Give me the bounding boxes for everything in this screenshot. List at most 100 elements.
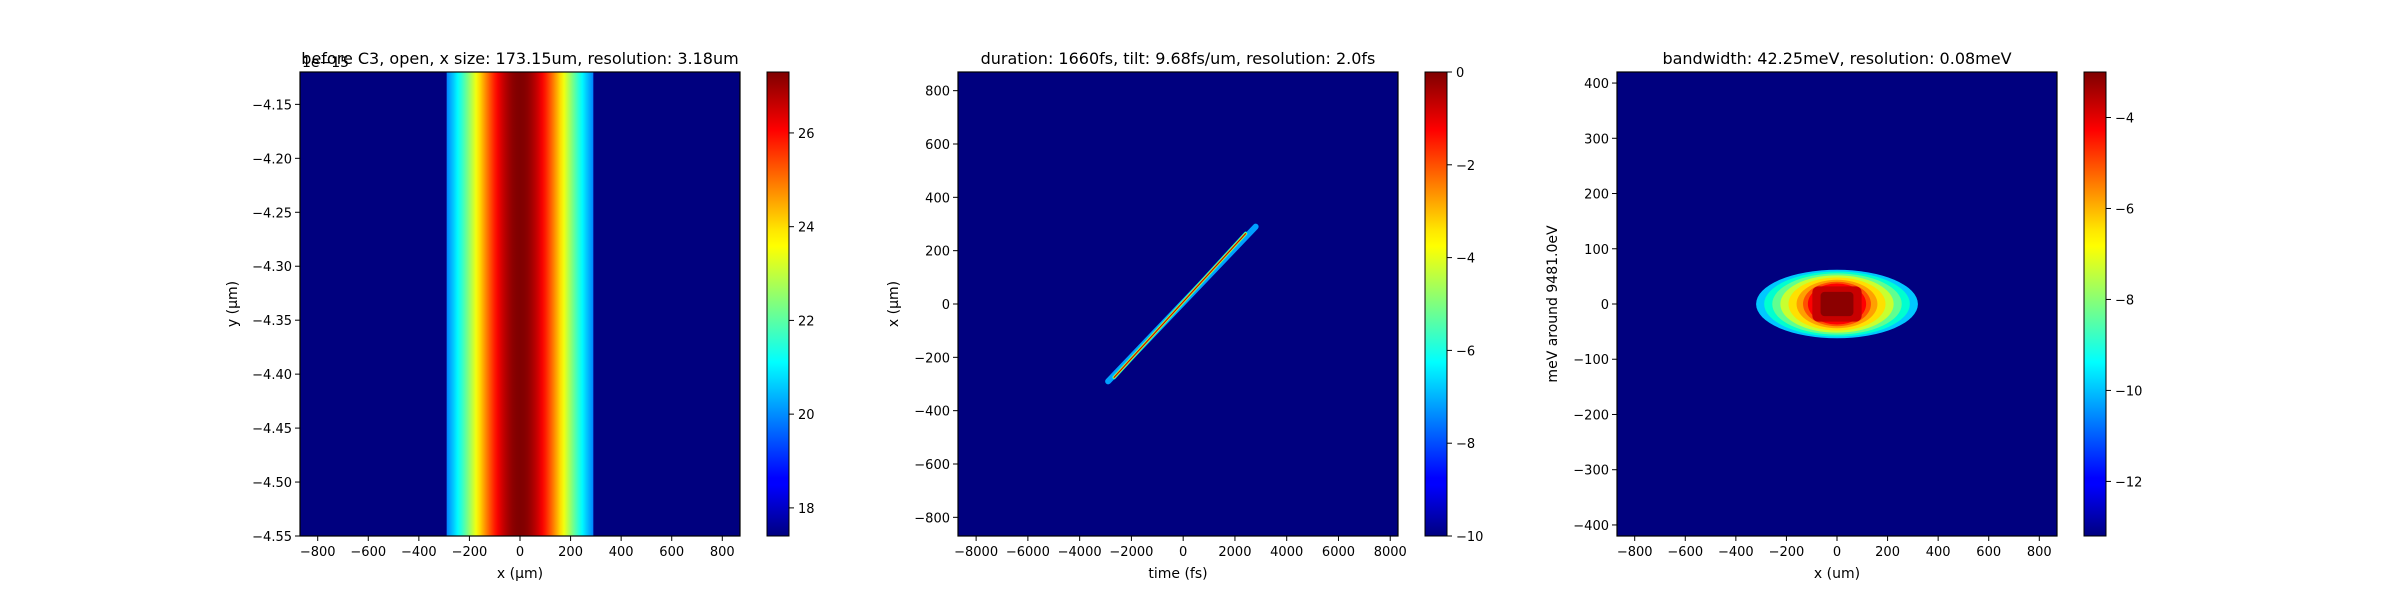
panel-2: −8000 −6000 −4000 −2000 0 2000 4000 6000 8000 −8… [886, 49, 1483, 582]
panel-3-x-tick-label: 600 [1976, 545, 2001, 560]
panel-1-title: before C3, open, x size: 173.15um, resol… [301, 49, 738, 68]
panel-3-x-tick-label: −400 [1718, 545, 1754, 560]
panel-2-streak-line [1113, 233, 1247, 378]
panel-1-colorbar-tick-label: 22 [798, 314, 815, 329]
panel-3-y-tick-label: −100 [1573, 353, 1609, 368]
panel-1-colorbar-ticks: 18 20 22 24 26 [789, 127, 815, 517]
panel-2-x-tick-label: −2000 [1109, 545, 1153, 560]
panel-2-x-tick-label: −4000 [1058, 545, 1102, 560]
panel-3-blob-peak [1820, 291, 1854, 317]
panel-1-y-tick-label: −4.55 [252, 530, 292, 545]
panel-1-colorbar-tick-label: 20 [798, 408, 815, 423]
panel-1-x-tick-label: 600 [659, 545, 684, 560]
panel-2-x-tick-label: −8000 [954, 545, 998, 560]
panel-1-y-tick-label: −4.45 [252, 422, 292, 437]
panel-2-y-ticks: −800 −600 −400 −200 0 200 400 600 800 [914, 85, 958, 526]
panel-2-title: duration: 1660fs, tilt: 9.68fs/um, resol… [981, 49, 1376, 68]
panel-3-colorbar-tick-label: −6 [2115, 202, 2134, 217]
panel-3-title: bandwidth: 42.25meV, resolution: 0.08meV [1662, 49, 2011, 68]
panel-3-x-tick-label: 200 [1875, 545, 1900, 560]
panel-1-y-tick-label: −4.35 [252, 314, 292, 329]
panel-1-band [446, 72, 594, 536]
panel-1-x-tick-label: 800 [710, 545, 735, 560]
panel-3-x-tick-label: −200 [1769, 545, 1805, 560]
panel-1-x-tick-label: −800 [300, 545, 336, 560]
panel-3-colorbar-tick-label: −12 [2115, 475, 2142, 490]
panel-3-x-tick-label: −800 [1617, 545, 1653, 560]
panel-3-y-tick-label: 300 [1584, 132, 1609, 147]
panel-2-colorbar-tick-label: −2 [1456, 159, 1475, 174]
panel-1-y-tick-label: −4.40 [252, 368, 292, 383]
panel-2-y-tick-label: −800 [914, 511, 950, 526]
panel-2-x-tick-label: 0 [1179, 545, 1187, 560]
panel-3-y-tick-label: 100 [1584, 243, 1609, 258]
panel-3-colorbar-tick-label: −10 [2115, 384, 2142, 399]
panel-2-x-tick-label: 2000 [1218, 545, 1251, 560]
panel-2-x-tick-label: 8000 [1374, 545, 1407, 560]
panel-3-y-tick-label: −300 [1573, 464, 1609, 479]
panel-1-x-tick-label: 200 [558, 545, 583, 560]
panel-3-x-tick-label: 800 [2027, 545, 2052, 560]
panel-2-colorbar-ticks: −10 −8 −6 −4 −2 0 [1447, 66, 1483, 545]
panel-2-x-ticks: −8000 −6000 −4000 −2000 0 2000 4000 6000 8000 [954, 536, 1407, 560]
panel-3-x-tick-label: 400 [1926, 545, 1951, 560]
panel-2-y-tick-label: 200 [925, 245, 950, 260]
panel-3-y-tick-label: 400 [1584, 77, 1609, 92]
panel-2-y-label: x (μm) [886, 281, 902, 327]
panel-2-y-tick-label: 600 [925, 138, 950, 153]
panel-1-x-tick-label: −200 [452, 545, 488, 560]
panel-2-colorbar-tick-label: −4 [1456, 252, 1475, 267]
panel-2-x-tick-label: 4000 [1270, 545, 1303, 560]
panel-1-y-ticks: −4.55 −4.50 −4.45 −4.40 −4.35 −4.30 −4.25 −4.20… [252, 98, 300, 545]
panel-2-y-tick-label: 0 [942, 298, 950, 313]
panel-2-y-tick-label: −600 [914, 458, 950, 473]
panel-2-y-tick-label: 400 [925, 191, 950, 206]
panel-1-x-ticks: −800 −600 −400 −200 0 200 400 600 800 [300, 536, 735, 560]
panel-1-y-label: y (μm) [225, 281, 241, 327]
panel-1: −800 −600 −400 −200 0 200 400 600 800 −4.55 −4.50… [225, 49, 815, 582]
panel-2-colorbar-tick-label: −6 [1456, 344, 1475, 359]
panel-1-colorbar-tick-label: 18 [798, 502, 815, 517]
panel-3-colorbar [2083, 71, 2107, 537]
panel-1-y-tick-label: −4.50 [252, 476, 292, 491]
panel-1-offset-text: 1e−15 [302, 55, 349, 71]
panel-2-x-tick-label: 6000 [1322, 545, 1355, 560]
panel-2-y-tick-label: −200 [914, 351, 950, 366]
panel-3-colorbar-ticks: −12 −10 −8 −6 −4 [2106, 111, 2142, 490]
panel-1-x-tick-label: 400 [609, 545, 634, 560]
panel-1-colorbar-tick-label: 26 [798, 127, 815, 142]
panel-3-x-tick-label: 0 [1833, 545, 1841, 560]
panel-3-y-tick-label: −400 [1573, 519, 1609, 534]
panel-3-x-tick-label: −600 [1667, 545, 1703, 560]
panel-1-x-label: x (μm) [497, 566, 543, 582]
panel-2-y-tick-label: 800 [925, 85, 950, 100]
panel-2-y-tick-label: −400 [914, 405, 950, 420]
panel-1-x-tick-label: −400 [401, 545, 437, 560]
panel-2-colorbar-tick-label: −8 [1456, 437, 1475, 452]
panel-3: −800 −600 −400 −200 0 200 400 600 800 −400 −300 −2… [1545, 49, 2142, 582]
panel-1-x-tick-label: −600 [350, 545, 386, 560]
panel-2-colorbar-tick-label: 0 [1456, 66, 1464, 81]
panel-1-y-tick-label: −4.20 [252, 152, 292, 167]
panel-3-x-ticks: −800 −600 −400 −200 0 200 400 600 800 [1617, 536, 2052, 560]
panel-2-colorbar-tick-label: −10 [1456, 530, 1483, 545]
panel-3-y-tick-label: 0 [1601, 298, 1609, 313]
panel-3-y-tick-label: 200 [1584, 188, 1609, 203]
panel-2-x-label: time (fs) [1148, 566, 1207, 582]
panel-3-blob [1756, 269, 1918, 339]
panel-1-x-tick-label: 0 [516, 545, 524, 560]
panel-3-y-tick-label: −200 [1573, 408, 1609, 423]
panel-3-y-ticks: −400 −300 −200 −100 0 100 200 300 400 [1573, 77, 1617, 534]
panel-2-x-tick-label: −6000 [1006, 545, 1050, 560]
panel-1-y-tick-label: −4.15 [252, 98, 292, 113]
panel-3-colorbar-tick-label: −4 [2115, 111, 2134, 126]
panel-3-y-label: meV around 9481.0eV [1545, 225, 1561, 383]
panel-1-colorbar [766, 71, 790, 537]
panel-1-colorbar-tick-label: 24 [798, 221, 815, 236]
panel-1-y-tick-label: −4.25 [252, 206, 292, 221]
panel-2-streak [1105, 223, 1259, 385]
panel-3-x-label: x (um) [1814, 566, 1860, 582]
panel-3-colorbar-tick-label: −8 [2115, 293, 2134, 308]
panel-2-colorbar [1424, 71, 1448, 537]
